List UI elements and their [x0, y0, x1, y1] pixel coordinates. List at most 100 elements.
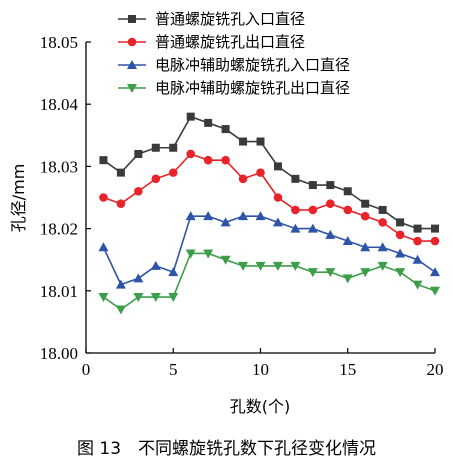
data-point	[430, 236, 440, 246]
data-point	[291, 174, 300, 183]
data-point	[168, 168, 178, 177]
data-point	[115, 305, 126, 315]
data-point	[395, 248, 406, 258]
data-point	[255, 211, 266, 221]
data-point	[377, 242, 388, 252]
data-point	[273, 193, 283, 202]
y-axis-title: 孔径/mm	[9, 164, 28, 233]
data-point	[220, 217, 231, 227]
y-tick-label: 18.04	[40, 95, 79, 114]
data-point	[150, 260, 161, 270]
data-point	[395, 268, 406, 278]
data-point	[273, 162, 282, 171]
figure-caption: 图 13 不同螺旋铣孔数下孔径变化情况	[76, 439, 377, 459]
data-point	[185, 249, 196, 259]
y-tick-label: 18.02	[40, 220, 78, 239]
data-point	[360, 268, 371, 278]
data-point	[238, 174, 248, 184]
data-point	[168, 293, 179, 303]
data-point	[99, 193, 108, 202]
data-point	[238, 211, 249, 221]
data-point	[221, 125, 230, 134]
data-point	[361, 199, 370, 208]
data-point	[115, 279, 126, 289]
ticks: 0 5 10 15 20 18.00 18.01 18.02 18.03 18.04 18.05	[40, 33, 444, 379]
data-point	[134, 149, 143, 158]
data-point	[342, 236, 353, 246]
data-point	[343, 187, 352, 196]
data-point	[395, 230, 405, 240]
data-point	[98, 293, 109, 303]
data-point	[360, 211, 370, 221]
series-1	[99, 112, 439, 233]
data-point	[378, 218, 387, 227]
legend-label: 电脉冲辅助螺旋铣孔入口直径	[155, 56, 350, 74]
data-point	[204, 118, 213, 127]
legend-item: 普通螺旋铣孔出口直径	[118, 33, 305, 51]
data-point	[150, 293, 161, 303]
data-point	[412, 254, 423, 264]
data-point	[307, 268, 318, 278]
data-point	[239, 137, 248, 146]
data-point	[186, 149, 195, 159]
series-line	[102, 252, 436, 311]
y-tick-label: 18.03	[40, 157, 78, 176]
x-tick-label: 20	[427, 360, 444, 379]
data-point	[378, 205, 387, 214]
data-point	[133, 273, 144, 283]
data-point	[325, 268, 336, 278]
data-point	[412, 280, 423, 290]
data-point	[377, 261, 388, 271]
legend-label: 普通螺旋铣孔出口直径	[155, 33, 305, 51]
y-tick-label: 18.05	[40, 33, 78, 52]
data-point	[220, 255, 231, 265]
data-point	[290, 223, 301, 233]
series-3	[98, 211, 440, 289]
data-point	[396, 218, 405, 227]
legend-label: 电脉冲辅助螺旋铣孔出口直径	[155, 79, 350, 97]
data-point	[238, 261, 249, 271]
data-point	[255, 261, 266, 271]
data-point	[307, 223, 318, 233]
legend-swatch-marker	[127, 37, 137, 47]
legend-item: 电脉冲辅助螺旋铣孔出口直径	[118, 79, 350, 97]
data-point	[168, 267, 179, 277]
y-tick-label: 18.01	[40, 282, 78, 301]
series-line	[103, 153, 435, 242]
legend-swatch-marker	[127, 60, 137, 69]
data-point	[326, 181, 335, 190]
data-point	[151, 143, 160, 152]
x-tick-label: 5	[169, 360, 178, 379]
data-point	[342, 274, 353, 284]
legend: 普通螺旋铣孔入口直径普通螺旋铣孔出口直径电脉冲辅助螺旋铣孔入口直径电脉冲辅助螺旋…	[118, 10, 350, 97]
series-2	[99, 149, 440, 246]
data-point	[98, 242, 109, 252]
data-point	[151, 174, 161, 184]
data-point	[413, 236, 422, 246]
data-point	[133, 293, 144, 303]
data-point	[290, 261, 301, 271]
data-point	[203, 249, 214, 259]
x-axis-title: 孔数(个)	[230, 397, 291, 416]
data-point	[185, 211, 196, 221]
data-point	[221, 155, 230, 165]
data-point	[430, 267, 440, 277]
data-point	[308, 205, 318, 215]
legend-label: 普通螺旋铣孔入口直径	[155, 10, 305, 28]
legend-swatch-marker	[128, 15, 136, 23]
series-4	[98, 249, 440, 315]
data-point	[326, 199, 335, 209]
legend-item: 普通螺旋铣孔入口直径	[118, 10, 305, 28]
data-point	[256, 137, 265, 146]
data-point	[134, 186, 143, 196]
data-point	[431, 224, 439, 233]
x-tick-label: 15	[339, 360, 356, 379]
x-tick-label: 0	[82, 360, 91, 379]
legend-swatch-marker	[127, 84, 137, 93]
data-point	[169, 143, 178, 152]
data-point	[430, 286, 440, 296]
data-point	[325, 229, 336, 239]
data-point	[272, 261, 283, 271]
data-point	[186, 112, 195, 121]
data-point	[116, 199, 126, 209]
